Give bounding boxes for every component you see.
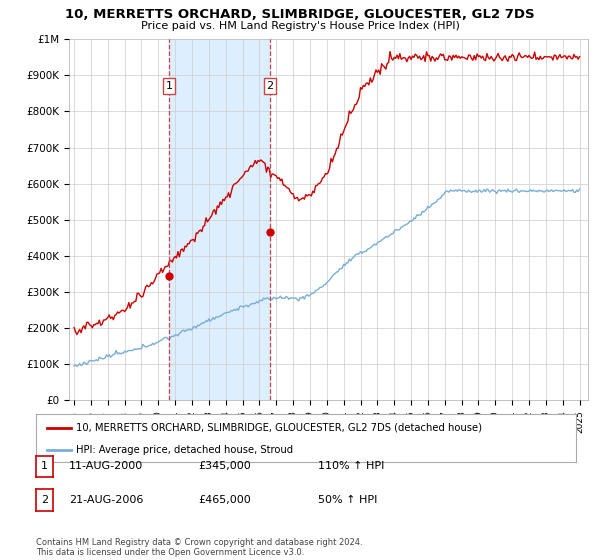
Text: Contains HM Land Registry data © Crown copyright and database right 2024.
This d: Contains HM Land Registry data © Crown c… [36,538,362,557]
Text: 1: 1 [166,81,172,91]
Text: 2: 2 [41,495,48,505]
Bar [169,39,270,400]
Text: 110% ↑ HPI: 110% ↑ HPI [318,461,385,472]
Text: 10, MERRETTS ORCHARD, SLIMBRIDGE, GLOUCESTER, GL2 7DS: 10, MERRETTS ORCHARD, SLIMBRIDGE, GLOUCE… [65,8,535,21]
Text: 11-AUG-2000: 11-AUG-2000 [69,461,143,472]
Text: 2: 2 [266,81,274,91]
Text: Price paid vs. HM Land Registry's House Price Index (HPI): Price paid vs. HM Land Registry's House … [140,21,460,31]
Text: 1: 1 [41,461,48,472]
Text: 10, MERRETTS ORCHARD, SLIMBRIDGE, GLOUCESTER, GL2 7DS (detached house): 10, MERRETTS ORCHARD, SLIMBRIDGE, GLOUCE… [77,423,482,433]
Text: £465,000: £465,000 [198,495,251,505]
Text: 21-AUG-2006: 21-AUG-2006 [69,495,143,505]
Text: 50% ↑ HPI: 50% ↑ HPI [318,495,377,505]
Text: HPI: Average price, detached house, Stroud: HPI: Average price, detached house, Stro… [77,445,293,455]
Text: £345,000: £345,000 [198,461,251,472]
